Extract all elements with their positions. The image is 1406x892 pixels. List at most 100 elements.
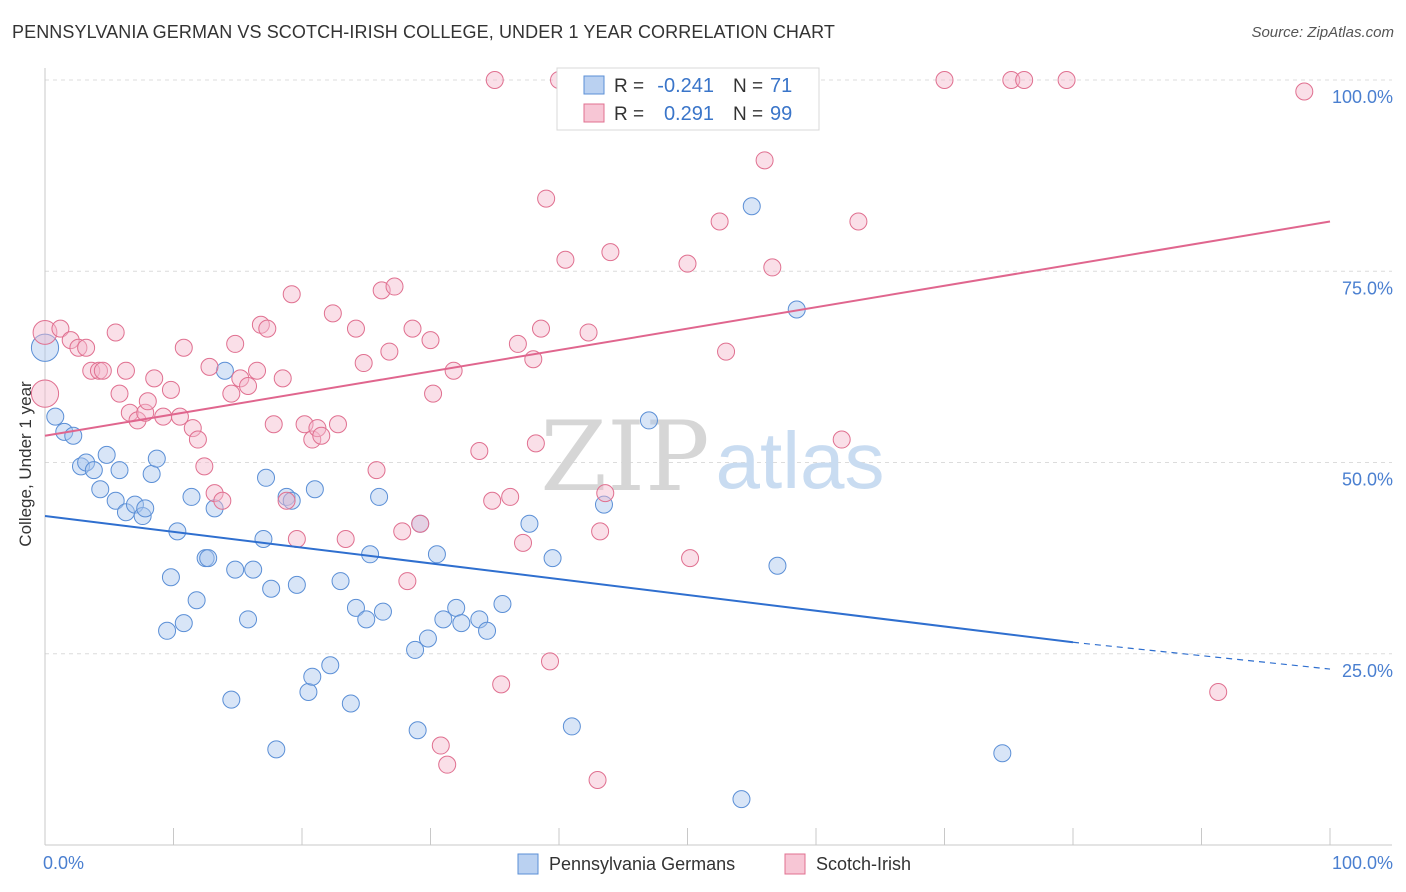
data-point [182,487,201,506]
data-point [222,690,241,709]
data-point [205,484,224,503]
stats-n-value: 71 [770,75,792,97]
series-pennsylvania-germans [30,197,1012,809]
data-point [393,522,412,541]
data-point [106,491,125,510]
data-point [110,384,129,403]
data-point [239,377,258,395]
data-point [485,71,504,89]
data-point [303,667,322,686]
data-point [158,621,177,640]
data-point [226,560,245,579]
legend-label: Scotch-Irish [816,854,911,874]
data-point [346,319,365,338]
y-tick-label: 75.0% [1342,278,1393,298]
data-point [354,354,373,373]
data-point [215,361,234,380]
x-tick-label: 0.0% [43,853,84,873]
data-point [380,342,399,361]
data-point [328,415,347,434]
data-point [69,338,88,357]
gridlines [45,79,1392,655]
data-point [406,640,425,659]
data-point [763,258,782,277]
source-credit: Source: ZipAtlas.com [1251,24,1394,41]
data-point [385,277,404,296]
watermark-atlas: atlas [716,416,885,505]
data-point [213,491,232,510]
trend-line-pennsylvania-germans [44,515,1074,644]
data-point [273,369,292,388]
data-point [299,683,318,701]
data-point [639,411,658,430]
data-point [493,595,512,614]
watermark: ZIP atlas [540,401,884,513]
data-point [187,591,206,610]
y-tick-label: 100.0% [1332,87,1393,107]
data-point [303,430,322,449]
data-point [97,445,116,464]
data-point [520,514,539,533]
trend-lines [44,220,1331,670]
data-point [1209,683,1228,701]
data-point [51,319,70,338]
data-point [277,491,296,510]
data-point [755,151,774,170]
data-point [287,575,306,594]
data-point [331,572,350,591]
data-point [434,610,453,629]
data-point [248,361,267,380]
data-point [444,361,463,380]
data-point [32,320,58,345]
data-point [478,621,497,640]
data-point [116,503,135,522]
stats-n-value: 99 [770,103,792,125]
data-point [287,530,306,548]
data-point [591,522,610,541]
y-axis-label: College, Under 1 year [16,381,35,547]
data-point [282,285,301,304]
stats-r-label: R = [614,104,644,125]
data-point [147,449,166,468]
stats-swatch [583,75,605,95]
data-point [226,334,245,353]
data-point [262,579,281,598]
data-point [492,675,511,694]
data-point [91,480,110,499]
data-point [470,442,489,461]
data-point [373,602,392,621]
data-point [77,338,96,357]
data-point [174,338,193,357]
data-point [418,629,437,648]
data-point [145,369,164,388]
axes [44,68,1392,846]
data-point [323,304,342,323]
data-point [849,212,868,231]
legend-swatch [784,853,806,875]
data-point [136,499,155,518]
data-point [222,384,241,403]
data-point [452,614,471,633]
data-point [594,495,613,514]
data-point [77,453,96,472]
stats-swatch [583,103,605,123]
data-point [832,430,851,449]
data-point [89,361,108,380]
data-point [398,572,417,591]
data-point [357,610,376,629]
data-point [427,545,446,564]
data-point [514,533,533,552]
data-point [93,361,112,380]
legend-swatch [517,853,539,875]
stats-n-label: N = [733,104,763,125]
data-point [562,717,581,736]
data-point [537,189,556,208]
data-point [541,652,560,671]
data-point [1295,82,1314,101]
data-point [282,491,301,510]
data-point [424,384,443,403]
data-point [601,243,620,262]
legend: Pennsylvania Germans Scotch-Irish [517,853,911,875]
data-point [447,598,466,617]
